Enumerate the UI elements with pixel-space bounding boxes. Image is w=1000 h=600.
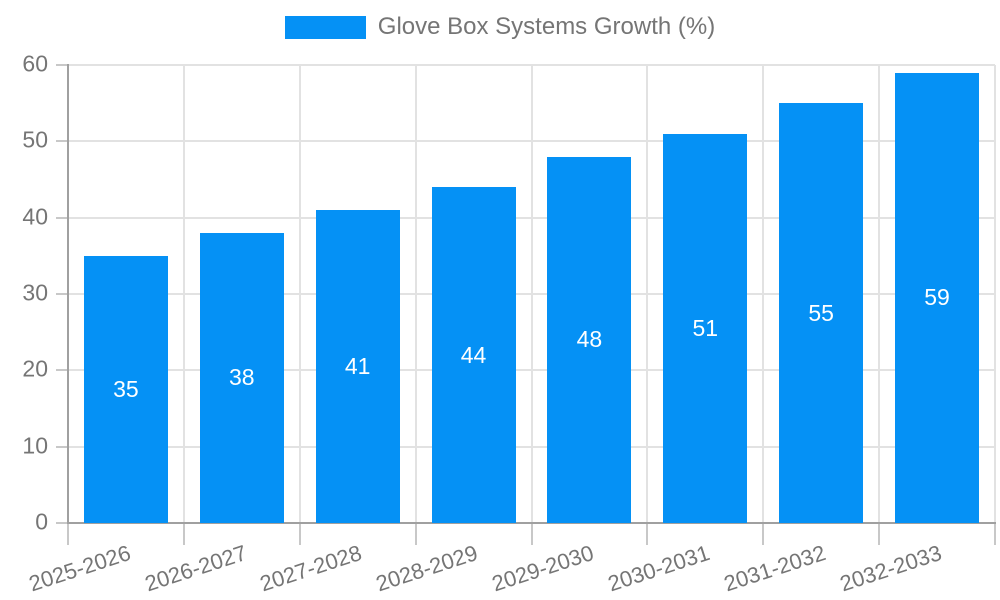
bar-value-label: 55 — [808, 299, 834, 326]
x-tick-mark — [67, 523, 69, 545]
y-tick-mark — [56, 445, 68, 448]
y-axis-tick-label: 0 — [35, 508, 48, 535]
y-axis-tick-label: 50 — [22, 126, 48, 153]
x-gridline — [994, 65, 996, 523]
y-axis-tick-label: 20 — [22, 355, 48, 382]
bar[interactable]: 59 — [895, 72, 980, 523]
y-axis-tick-label: 10 — [22, 432, 48, 459]
y-axis-line — [67, 64, 69, 523]
bar[interactable]: 51 — [663, 133, 748, 523]
bar[interactable]: 44 — [431, 187, 516, 523]
x-tick-mark — [878, 523, 881, 545]
x-tick-mark — [762, 523, 765, 545]
x-axis-tick-label: 2029-2030 — [489, 540, 597, 597]
bar-value-label: 35 — [113, 375, 139, 402]
x-gridline — [182, 65, 185, 523]
bar-value-label: 59 — [924, 284, 950, 311]
y-axis-tick-label: 60 — [22, 50, 48, 77]
x-gridline — [530, 65, 533, 523]
y-axis-tick-label: 30 — [22, 279, 48, 306]
x-gridline — [414, 65, 417, 523]
bar[interactable]: 48 — [547, 156, 632, 523]
x-tick-mark — [994, 523, 996, 545]
legend-item[interactable]: Glove Box Systems Growth (%) — [0, 13, 1000, 40]
bar-value-label: 38 — [229, 364, 255, 391]
bar[interactable]: 55 — [779, 103, 864, 523]
x-axis-tick-label: 2031-2032 — [720, 540, 829, 597]
y-tick-mark — [56, 522, 68, 524]
x-axis-tick-label: 2028-2029 — [373, 540, 481, 597]
x-tick-mark — [530, 523, 533, 545]
y-axis-tick-label: 40 — [22, 203, 48, 230]
x-axis-tick-label: 2025-2026 — [25, 540, 134, 597]
bar-value-label: 41 — [344, 353, 371, 379]
x-tick-mark — [182, 523, 185, 545]
bar[interactable]: 35 — [83, 255, 168, 523]
x-tick-mark — [298, 523, 301, 545]
y-tick-mark — [56, 369, 68, 372]
y-tick-mark — [56, 64, 68, 66]
x-axis-tick-label: 2032-2033 — [836, 540, 945, 597]
x-gridline — [762, 65, 765, 523]
x-axis-tick-label: 2026-2027 — [141, 540, 250, 597]
y-tick-mark — [56, 293, 68, 295]
x-gridline — [298, 65, 301, 523]
bar-value-label: 51 — [692, 314, 719, 341]
x-axis-tick-label: 2030-2031 — [604, 540, 713, 597]
x-axis-line — [67, 522, 996, 524]
x-tick-mark — [414, 523, 417, 545]
y-tick-mark — [56, 216, 68, 219]
x-tick-mark — [646, 523, 649, 545]
legend-swatch — [284, 15, 366, 39]
bar[interactable]: 38 — [199, 232, 284, 523]
bar[interactable]: 41 — [315, 210, 400, 523]
legend-label: Glove Box Systems Growth (%) — [377, 13, 716, 40]
y-tick-mark — [56, 140, 68, 143]
x-gridline — [646, 65, 649, 523]
bar-value-label: 44 — [460, 341, 487, 368]
x-gridline — [878, 65, 881, 523]
x-axis-tick-label: 2027-2028 — [257, 540, 366, 597]
bar-value-label: 48 — [576, 326, 603, 353]
